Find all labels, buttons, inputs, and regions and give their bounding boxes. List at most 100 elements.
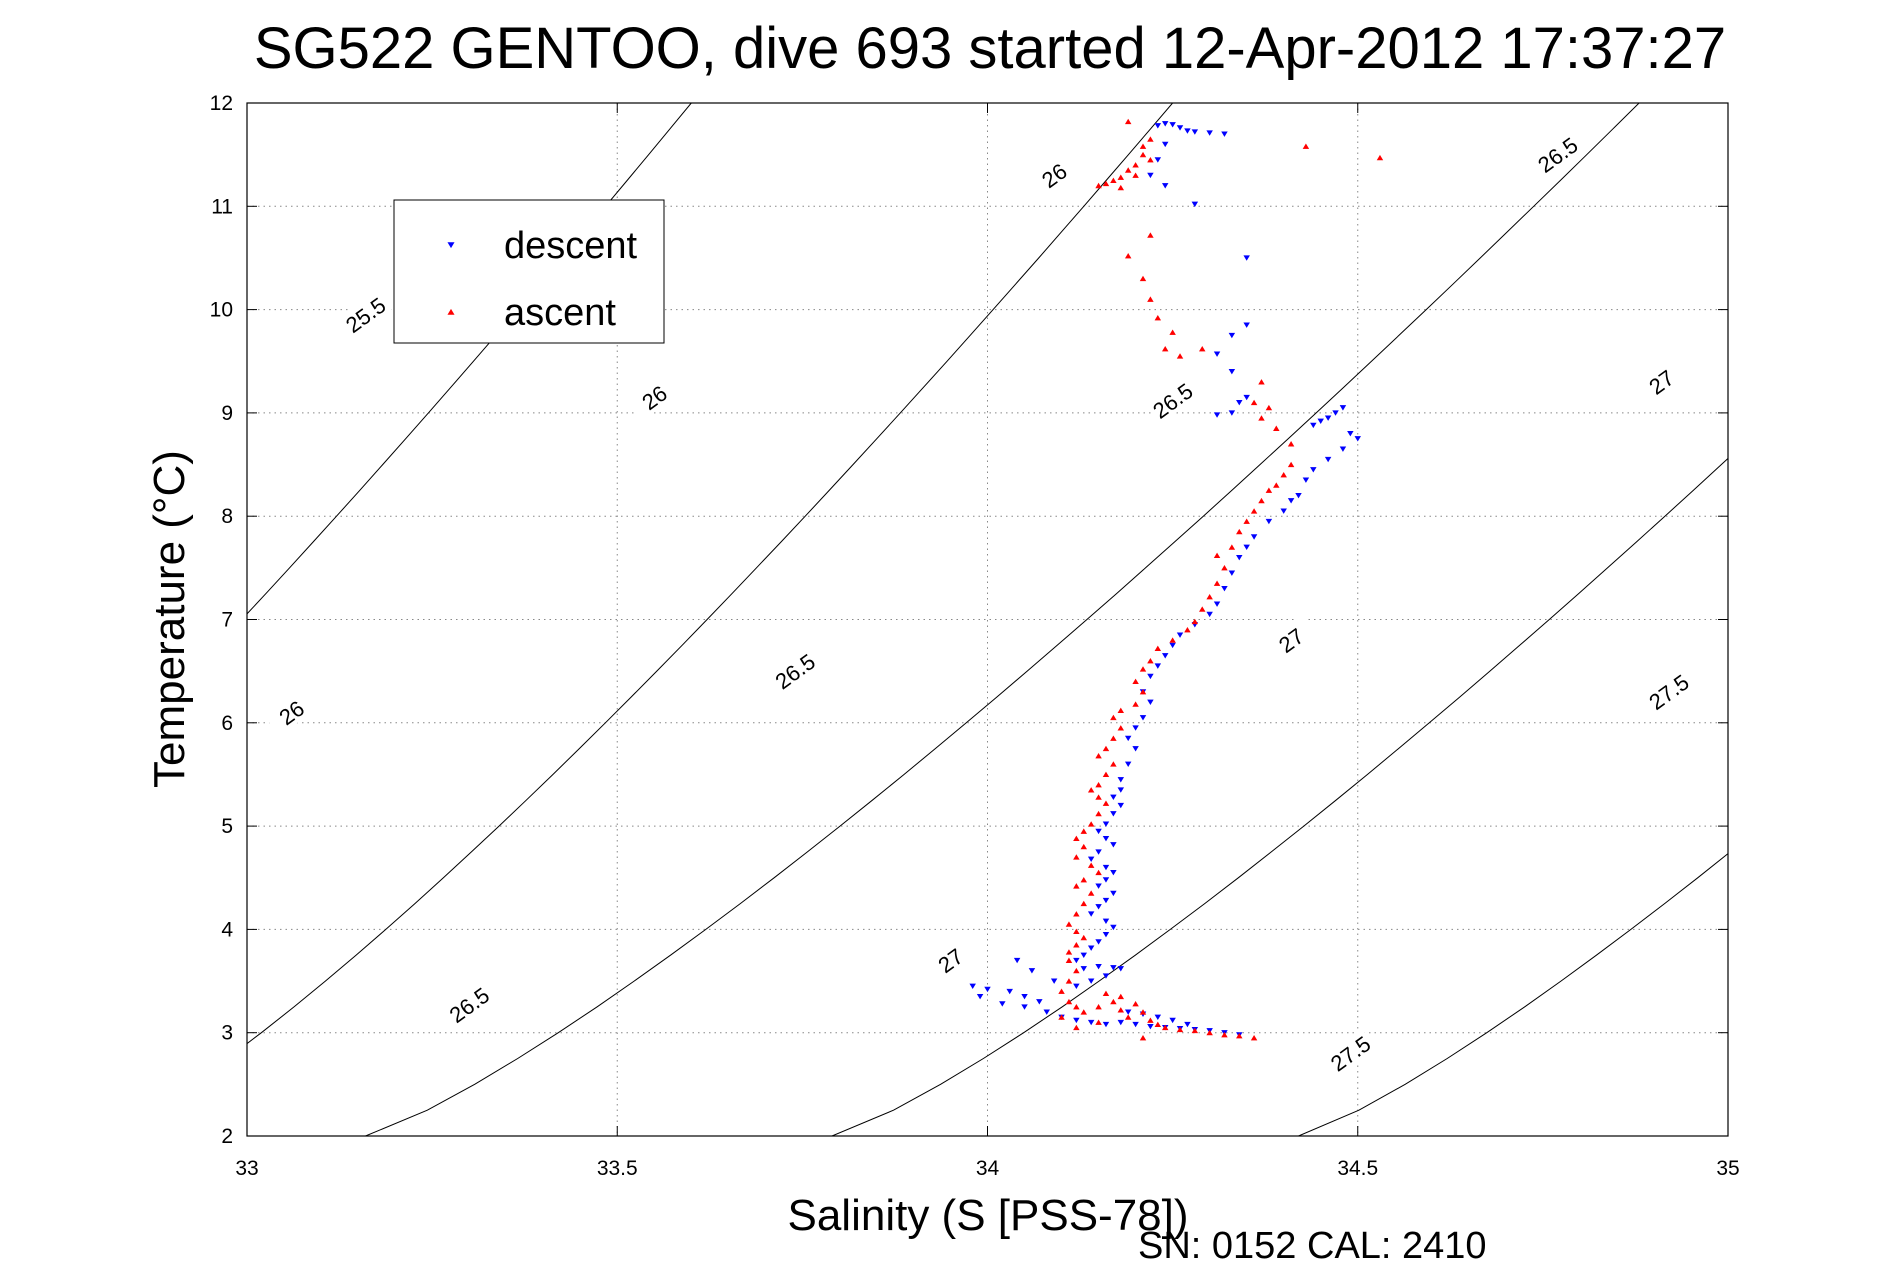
ascent-point — [1095, 869, 1102, 876]
descent-point — [1213, 412, 1221, 418]
descent-point — [1102, 932, 1110, 938]
descent-point — [1161, 183, 1169, 189]
ascent-point — [1073, 883, 1080, 889]
ascent-point — [1221, 1031, 1228, 1038]
ascent-point — [1287, 461, 1295, 468]
ascent-point — [1228, 544, 1236, 550]
ascent-point — [1065, 949, 1073, 955]
ascent-point — [1117, 184, 1125, 191]
ascent-point — [1236, 528, 1243, 535]
descent-point — [1102, 821, 1110, 827]
legend: descent ascent — [393, 199, 665, 344]
descent-point — [1110, 965, 1117, 971]
ascent-point — [1073, 967, 1080, 974]
descent-point — [1176, 632, 1184, 638]
descent-point — [1295, 492, 1302, 499]
chart-title: SG522 GENTOO, dive 693 started 12-Apr-20… — [254, 16, 1726, 81]
ascent-point — [1376, 154, 1384, 161]
y-tick-label: 9 — [221, 402, 233, 425]
ascent-point — [1184, 626, 1191, 633]
descent-point — [1095, 904, 1102, 910]
ascent-point — [1073, 854, 1080, 860]
contour-label-bg — [441, 979, 496, 1029]
descent-point — [1228, 332, 1236, 339]
contour-label-bg — [922, 934, 977, 985]
ascent-point — [1117, 1007, 1125, 1013]
descent-point — [976, 993, 984, 1000]
ascent-point — [1080, 828, 1087, 834]
y-tick-label: 11 — [211, 195, 233, 218]
ascent-point — [1073, 928, 1080, 935]
descent-point — [1073, 1017, 1080, 1024]
y-tick-label: 2 — [221, 1125, 233, 1148]
x-tick-label: 33.5 — [597, 1157, 638, 1180]
descent-point — [1228, 410, 1236, 416]
descent-point — [1191, 129, 1199, 135]
ascent-point — [1243, 518, 1250, 524]
y-tick-label: 4 — [221, 918, 233, 941]
ascent-point — [1087, 890, 1095, 896]
descent-point — [1206, 611, 1213, 618]
ascent-point — [1087, 821, 1095, 827]
ascent-point — [1124, 1014, 1132, 1020]
descent-point — [1236, 554, 1243, 561]
descent-point — [1161, 121, 1169, 127]
descent-point — [1117, 1019, 1125, 1026]
ascent-point — [1073, 1024, 1080, 1031]
ascent-point — [1139, 1009, 1147, 1015]
legend-descent-marker — [447, 242, 455, 249]
descent-point — [1087, 911, 1095, 917]
descent-point — [1021, 1004, 1028, 1010]
ascent-point — [1117, 707, 1125, 713]
x-tick-label: 33 — [235, 1157, 258, 1180]
ascent-point — [1073, 911, 1080, 917]
ascent-point — [1258, 415, 1265, 421]
contour-label-bg — [1530, 129, 1585, 179]
descent-point — [1184, 1021, 1191, 1028]
descent-point — [1110, 890, 1117, 897]
ascent-point — [1058, 988, 1065, 994]
ascent-point — [1161, 346, 1169, 352]
descent-point — [1265, 518, 1273, 525]
descent-point — [1184, 128, 1191, 134]
descent-point — [1102, 973, 1110, 979]
ascent-point — [1080, 876, 1087, 883]
ascent-point — [1139, 275, 1147, 282]
contour-label-bg — [1026, 149, 1081, 200]
serial-calibration-footer: SN: 0152 CAL: 2410 — [1138, 1225, 1487, 1262]
ascent-point — [1102, 800, 1110, 806]
ascent-point — [1110, 998, 1117, 1005]
ascent-point — [1095, 1019, 1102, 1025]
x-axis-label: Salinity (S [PSS-78]) — [787, 1191, 1188, 1240]
x-axis-ticks: 33 33.5 34 34.5 35 — [235, 103, 1740, 1180]
ascent-point — [1139, 688, 1147, 695]
contour-label-bg — [1144, 375, 1200, 425]
descent-point — [1013, 957, 1021, 964]
descent-series — [969, 121, 1361, 1038]
descent-point — [1213, 601, 1221, 607]
descent-point — [1021, 993, 1028, 1000]
ascent-point — [1199, 346, 1206, 352]
descent-point — [1287, 498, 1295, 504]
ascent-point — [1147, 232, 1154, 238]
legend-descent-triangle — [447, 242, 455, 249]
descent-point — [1154, 1014, 1162, 1021]
ascent-point — [1139, 666, 1147, 672]
x-tick-label: 35 — [1716, 1157, 1739, 1180]
ascent-point — [1095, 182, 1102, 189]
descent-point — [1087, 1019, 1095, 1026]
ascent-point — [1265, 404, 1273, 411]
ascent-point — [1073, 835, 1080, 842]
ascent-point — [1154, 645, 1162, 651]
y-tick-label: 12 — [210, 92, 233, 115]
descent-point — [1124, 1009, 1132, 1015]
ascent-point — [1117, 993, 1125, 1000]
descent-point — [1228, 369, 1236, 375]
descent-point — [1117, 966, 1125, 972]
ascent-point — [1199, 606, 1206, 612]
descent-point — [1324, 456, 1332, 463]
x-tick-label: 34 — [976, 1157, 1000, 1180]
descent-point — [1124, 735, 1132, 742]
descent-point — [1110, 794, 1117, 801]
